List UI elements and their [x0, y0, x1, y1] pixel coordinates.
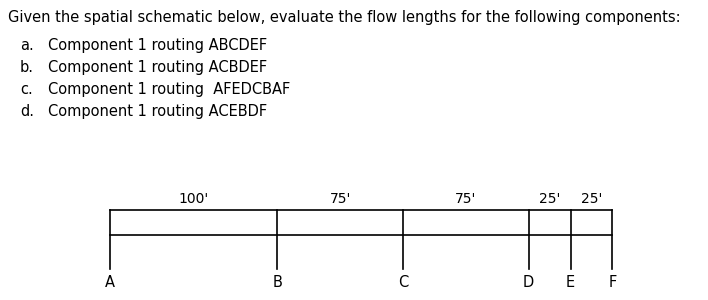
Text: Component 1 routing  AFEDCBAF: Component 1 routing AFEDCBAF — [48, 82, 290, 97]
Text: Component 1 routing ABCDEF: Component 1 routing ABCDEF — [48, 38, 267, 53]
Text: 75': 75' — [455, 192, 476, 206]
Text: d.: d. — [20, 104, 34, 119]
Text: D: D — [523, 275, 535, 290]
Text: Component 1 routing ACBDEF: Component 1 routing ACBDEF — [48, 60, 267, 75]
Text: C: C — [398, 275, 408, 290]
Text: E: E — [566, 275, 575, 290]
Text: A: A — [105, 275, 115, 290]
Text: c.: c. — [20, 82, 33, 97]
Text: a.: a. — [20, 38, 34, 53]
Text: 25': 25' — [581, 192, 603, 206]
Text: Given the spatial schematic below, evaluate the flow lengths for the following c: Given the spatial schematic below, evalu… — [8, 10, 680, 25]
Text: 75': 75' — [329, 192, 351, 206]
Text: F: F — [608, 275, 617, 290]
Text: 100': 100' — [178, 192, 209, 206]
Text: B: B — [273, 275, 282, 290]
Text: Component 1 routing ACEBDF: Component 1 routing ACEBDF — [48, 104, 267, 119]
Text: b.: b. — [20, 60, 34, 75]
Text: 25': 25' — [539, 192, 560, 206]
